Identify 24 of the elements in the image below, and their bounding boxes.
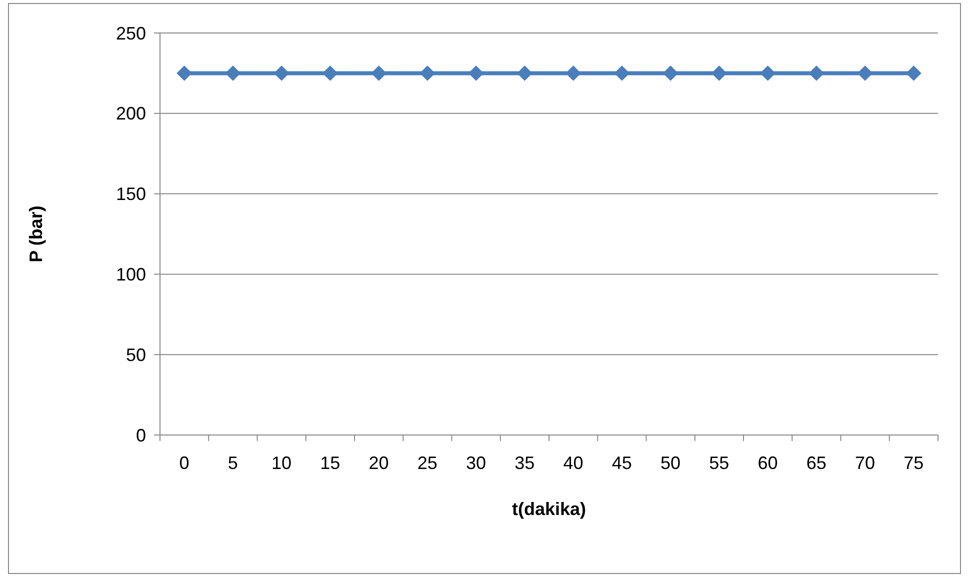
x-tick-label: 65 — [806, 453, 826, 473]
y-tick-label: 250 — [116, 23, 146, 44]
x-tick-label: 60 — [758, 453, 778, 473]
x-tick-label: 75 — [904, 453, 924, 473]
x-tick-label: 20 — [368, 453, 389, 473]
x-tick-label: 70 — [855, 453, 876, 473]
y-tick-label: 50 — [126, 344, 146, 365]
y-axis-title: P (bar) — [26, 206, 46, 262]
x-tick-label: 25 — [417, 453, 438, 473]
x-tick-label: 30 — [466, 453, 486, 473]
x-tick-label: 45 — [612, 453, 632, 473]
y-tick-label: 0 — [136, 425, 146, 446]
x-tick-label: 50 — [660, 453, 681, 473]
y-tick-label: 150 — [116, 184, 146, 204]
y-tick-label: 200 — [116, 104, 146, 124]
x-tick-label: 40 — [563, 453, 584, 473]
y-tick-label: 100 — [116, 264, 146, 284]
x-tick-label: 55 — [709, 453, 730, 473]
x-tick-label: 35 — [514, 453, 535, 473]
x-tick-label: 5 — [228, 453, 238, 473]
x-axis-title: t(dakika) — [512, 499, 586, 519]
x-tick-label: 10 — [272, 453, 292, 473]
x-tick-label: 15 — [320, 453, 340, 473]
x-tick-label: 0 — [179, 453, 190, 473]
